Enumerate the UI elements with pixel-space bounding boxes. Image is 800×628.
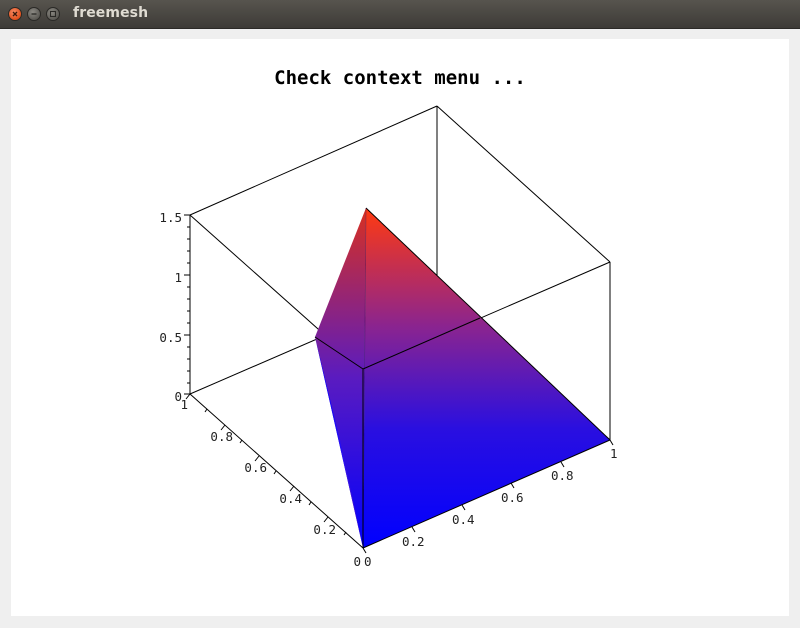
plot-canvas[interactable]: Check context menu ... <box>11 39 789 616</box>
surface-left-lower-face <box>315 337 363 548</box>
x-tick-label: 1 <box>610 446 618 461</box>
maximize-icon <box>49 10 57 18</box>
x-tick-label: 0 <box>364 554 372 569</box>
plot-title: Check context menu ... <box>274 67 526 89</box>
x-tick-label: 0.2 <box>402 534 425 549</box>
z-axis <box>184 214 190 395</box>
window-title: freemesh <box>73 5 149 21</box>
x-axis <box>362 439 614 554</box>
y-tick-label: 0 <box>353 554 361 569</box>
y-tick-label: 0.6 <box>244 460 267 475</box>
maximize-button[interactable] <box>46 7 60 21</box>
z-tick-label: 0.5 <box>159 330 182 345</box>
minimize-button[interactable] <box>27 7 41 21</box>
z-tick-label: 1 <box>174 270 182 285</box>
surface-left-face <box>315 208 366 548</box>
close-button[interactable] <box>8 7 22 21</box>
x-tick-label: 0.8 <box>551 468 574 483</box>
y-tick-label: 0.2 <box>313 522 336 537</box>
surface-main-face <box>363 208 610 548</box>
z-tick-label: 0 <box>174 389 182 404</box>
z-tick-label: 1.5 <box>159 210 182 225</box>
box-front-edges <box>189 317 611 549</box>
y-tick-label: 0.4 <box>279 491 302 506</box>
minimize-icon <box>31 13 37 15</box>
window-titlebar[interactable]: freemesh <box>0 0 800 29</box>
y-tick-label: 1 <box>180 397 188 412</box>
mesh-surface[interactable] <box>315 207 611 549</box>
x-tick-label: 0.6 <box>501 490 524 505</box>
close-icon <box>12 11 18 17</box>
y-tick-label: 0.8 <box>210 429 233 444</box>
3d-surface-plot[interactable]: 1.5 1 0.5 0 1 0.8 0.6 0.4 0.2 0 <box>11 39 789 616</box>
y-axis <box>185 393 347 536</box>
x-tick-label: 0.4 <box>452 512 475 527</box>
